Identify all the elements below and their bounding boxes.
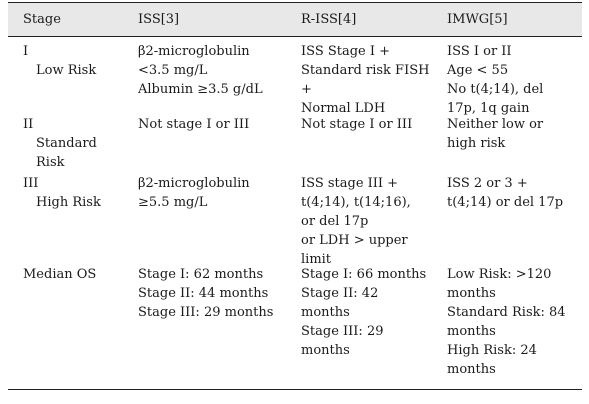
cell-line: 17p, 1q gain [447,101,530,116]
stage-risk-label: High Risk [36,195,101,210]
cell-iss: Not stage I or III [123,115,286,174]
cell-line: Standard Risk: 84 [447,305,566,320]
cell-stage: II Standard Risk [8,115,123,174]
cell-line: Stage III: 29 months [138,305,274,320]
cell-line: limit [301,252,332,267]
cell-line: Low Risk: >120 [447,267,552,282]
cell-line: months [447,362,496,377]
cell-imwg: Neither low or high risk [432,115,582,174]
cell-line: Neither low or [447,117,544,132]
cell-line: Stage III: 29 [301,324,384,339]
cell-line: <3.5 mg/L [138,63,208,78]
cell-riss: ISS Stage I + Standard risk FISH + Norma… [286,42,432,116]
cell-line: + [301,82,312,97]
cell-line: months [447,324,496,339]
cell-line: Age < 55 [447,63,509,78]
cell-line: t(4;14), t(14;16), [301,195,411,210]
cell-line: Not stage I or III [138,117,250,132]
cell-line: ≥5.5 mg/L [138,195,208,210]
cell-riss: Not stage I or III [286,115,432,174]
table-row: I Low Risk β2-microglobulin <3.5 mg/L Al… [8,37,582,116]
cell-line: β2-microglobulin [138,44,250,59]
cell-iss: β2-microglobulin ≥5.5 mg/L [123,174,286,265]
stage-risk-label: Risk [36,155,65,170]
cell-line: high risk [447,136,506,151]
cell-line: Stage II: 42 [301,286,379,301]
header-iss: ISS[3] [138,12,180,27]
cell-line: Not stage I or III [301,117,413,132]
cell-line: High Risk: 24 [447,343,537,358]
cell-line: Normal LDH [301,101,386,116]
cell-line: months [447,286,496,301]
cell-riss: Stage I: 66 months Stage II: 42 months S… [286,265,432,389]
header-imwg: IMWG[5] [447,12,508,27]
table-row: III High Risk β2-microglobulin ≥5.5 mg/L… [8,174,582,267]
cell-line: Stage I: 66 months [301,267,427,282]
cell-line: ISS stage III + [301,176,399,191]
table-header-row: Stage ISS[3] R-ISS[4] IMWG[5] [8,2,582,37]
stage-label: II [23,117,34,132]
staging-table: Stage ISS[3] R-ISS[4] IMWG[5] I Low Risk… [8,2,582,390]
cell-imwg: ISS 2 or 3 + t(4;14) or del 17p [432,174,582,265]
cell-line: or del 17p [301,214,369,229]
cell-line: Stage I: 62 months [138,267,264,282]
cell-line: ISS 2 or 3 + [447,176,528,191]
stage-label: Median OS [23,267,97,282]
cell-line: or LDH > upper [301,233,408,248]
cell-line: Stage II: 44 months [138,286,269,301]
stage-label: III [23,176,39,191]
cell-imwg: ISS I or II Age < 55 No t(4;14), del 17p… [432,42,582,116]
cell-line: t(4;14) or del 17p [447,195,564,210]
header-riss: R-ISS[4] [301,12,357,27]
cell-iss: Stage I: 62 months Stage II: 44 months S… [123,265,286,389]
cell-line: No t(4;14), del [447,82,544,97]
table-row: Median OS Stage I: 62 months Stage II: 4… [8,265,582,390]
cell-imwg: Low Risk: >120 months Standard Risk: 84 … [432,265,582,389]
header-stage: Stage [23,12,61,27]
cell-riss: ISS stage III + t(4;14), t(14;16), or de… [286,174,432,267]
cell-line: months [301,343,350,358]
cell-iss: β2-microglobulin <3.5 mg/L Albumin ≥3.5 … [123,42,286,115]
stage-risk-label: Standard [36,136,97,151]
cell-line: months [301,305,350,320]
cell-line: Albumin ≥3.5 g/dL [138,82,263,97]
stage-risk-label: Low Risk [36,63,97,78]
cell-stage: Median OS [8,265,123,389]
cell-line: Standard risk FISH [301,63,430,78]
table-row: II Standard Risk Not stage I or III Not … [8,115,582,174]
cell-stage: III High Risk [8,174,123,265]
cell-stage: I Low Risk [8,42,123,115]
cell-line: β2-microglobulin [138,176,250,191]
stage-label: I [23,44,29,59]
cell-line: ISS I or II [447,44,512,59]
cell-line: ISS Stage I + [301,44,391,59]
